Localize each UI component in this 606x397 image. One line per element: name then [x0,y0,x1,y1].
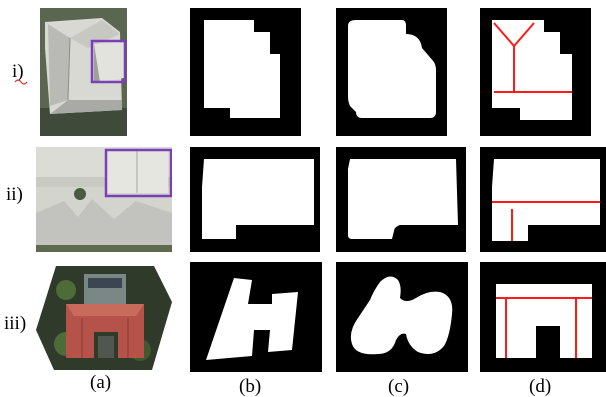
column-label-d: (d) [529,376,552,397]
ground-truth-mask-ii [190,147,320,252]
skeleton-overlay-i [480,8,591,136]
aerial-photo-iii [36,262,172,372]
column-label-b: (b) [239,376,262,397]
predicted-mask-ii [336,147,466,252]
predicted-mask-iii [336,262,468,372]
ground-truth-mask-iii [190,262,322,372]
aerial-photo-ii [36,147,172,252]
aerial-photo-i [40,8,127,136]
row-label-ii: ii) [6,184,23,205]
ground-truth-mask-i [190,8,301,136]
predicted-mask-i [336,8,447,136]
squiggle-mark [14,79,28,85]
skeleton-overlay-ii [480,147,606,252]
column-label-a: (a) [90,372,112,393]
row-label-i: i) [12,61,24,82]
row-label-iii: iii) [4,313,27,334]
column-label-c: (c) [388,376,410,397]
skeleton-overlay-iii [480,262,606,372]
